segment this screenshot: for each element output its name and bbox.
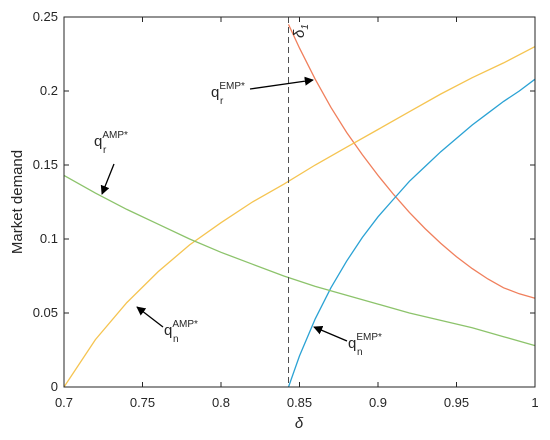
annotation-qr-emp-sub: r — [220, 96, 224, 107]
series-layer — [63, 24, 536, 388]
arrow-qr-emp — [249, 76, 314, 90]
x-tick-label-2: 0.8 — [212, 395, 230, 410]
y-axis-label: Market demand — [9, 150, 26, 254]
delta1-label-sub: 1 — [300, 24, 311, 30]
x-tick-label-5: 0.95 — [444, 395, 469, 410]
annotation-qn-amp-base: q — [164, 322, 172, 339]
arrow-qn-amp — [136, 306, 164, 328]
annotation-qr-amp-base: q — [94, 133, 102, 150]
annotation-qr-amp-sub: r — [103, 145, 107, 156]
y-axis-ticks: 0 0.05 0.1 0.15 0.2 0.25 — [33, 9, 535, 394]
arrow-qn-emp — [313, 326, 348, 342]
delta1-label-base: δ — [291, 29, 308, 38]
annotation-qn-emp-base: q — [348, 335, 356, 352]
x-tick-label-3: 0.85 — [287, 395, 312, 410]
arrow-qr-amp — [100, 163, 115, 195]
annotation-qr-emp-sup: EMP* — [219, 81, 245, 92]
annotation-qr-emp: qEMP* r — [211, 76, 314, 107]
annotation-qn-amp-sub: n — [173, 334, 179, 345]
y-tick-label-1: 0.05 — [33, 305, 58, 320]
svg-text:qEMP*: qEMP* — [348, 332, 382, 352]
x-tick-label-6: 1 — [531, 395, 538, 410]
y-tick-label-4: 0.2 — [40, 83, 58, 98]
delta1-label: δ1 — [291, 24, 311, 38]
x-axis-ticks: 0.7 0.75 0.8 0.85 0.9 0.95 1 — [55, 17, 539, 410]
x-axis-label: δ — [295, 415, 304, 432]
series-line-2 — [63, 46, 536, 388]
annotation-qr-amp-sup: AMP* — [102, 130, 128, 141]
series-line-1 — [287, 78, 536, 388]
annotation-qn-emp: qEMP* n — [313, 326, 382, 358]
annotation-qn-amp: qAMP* n — [136, 306, 198, 345]
svg-text:qAMP*: qAMP* — [94, 130, 128, 150]
annotation-qr-emp-base: q — [211, 84, 219, 101]
annotation-qn-amp-sup: AMP* — [172, 319, 198, 330]
y-tick-label-0: 0 — [51, 379, 58, 394]
annotation-qn-emp-sub: n — [357, 347, 363, 358]
x-tick-label-0: 0.7 — [55, 395, 73, 410]
series-line-0 — [287, 24, 536, 299]
annotation-qn-emp-sup: EMP* — [356, 332, 382, 343]
annotation-qr-amp: qAMP* r — [94, 130, 128, 195]
plot-area — [64, 17, 535, 387]
y-tick-label-3: 0.15 — [33, 157, 58, 172]
svg-text:qAMP*: qAMP* — [164, 319, 198, 339]
y-tick-label-5: 0.25 — [33, 9, 58, 24]
y-tick-label-2: 0.1 — [40, 231, 58, 246]
series-line-3 — [63, 174, 536, 347]
svg-text:qEMP*: qEMP* — [211, 81, 245, 101]
x-tick-label-4: 0.9 — [369, 395, 387, 410]
x-tick-label-1: 0.75 — [130, 395, 155, 410]
